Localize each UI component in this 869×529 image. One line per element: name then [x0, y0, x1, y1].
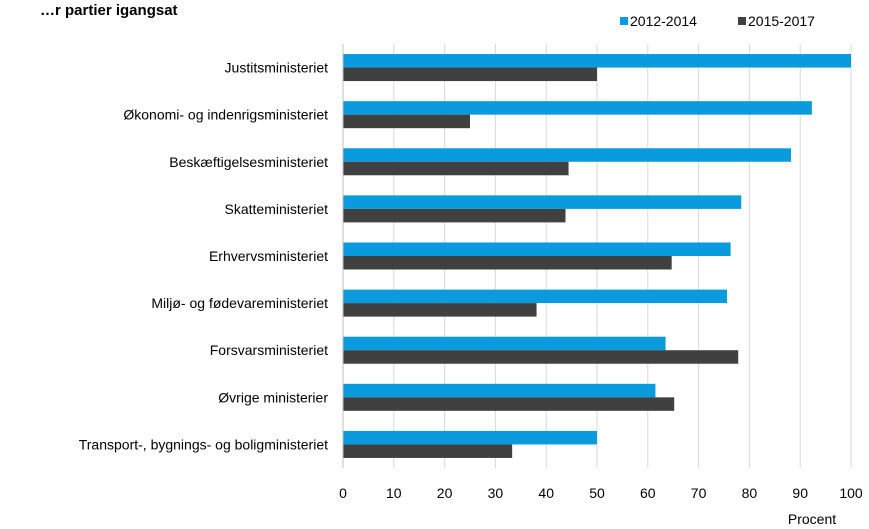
category-label: Beskæftigelsesministeriet: [169, 154, 328, 170]
bar-2012-2014: [343, 54, 851, 68]
category-label: Økonomi- og indenrigsministeriet: [123, 107, 328, 123]
legend: 2012-2014 2015-2017: [620, 13, 815, 29]
x-tick-label: 50: [589, 485, 605, 501]
bar-2015-2017: [343, 161, 569, 176]
x-tick-label: 40: [538, 485, 554, 501]
x-tick-label: 80: [742, 485, 758, 501]
category-labels: Justitsministeriet Økonomi- og indenrigsm…: [79, 60, 329, 453]
bar-2012-2014: [343, 289, 728, 304]
x-tick-label: 70: [691, 485, 707, 501]
bar-2015-2017: [343, 256, 672, 270]
bar-2015-2017: [343, 303, 537, 317]
category-label: Skatteministeriet: [225, 201, 329, 217]
bar-2015-2017: [343, 114, 470, 129]
category-label: Transport-, bygnings- og boligministerie…: [79, 436, 328, 452]
legend-label: 2015-2017: [748, 13, 815, 29]
category-label: Justitsministeriet: [225, 60, 329, 76]
chart-title: …r partier igangsat: [40, 2, 178, 19]
bar-2015-2017: [343, 67, 597, 82]
bar-2015-2017: [343, 350, 739, 364]
x-tick-label: 60: [640, 485, 656, 501]
legend-swatch: [738, 17, 746, 25]
bar-2012-2014: [343, 383, 656, 398]
bar-2012-2014: [343, 101, 812, 115]
bar-2012-2014: [343, 430, 597, 445]
bar-2015-2017: [343, 397, 675, 411]
bar-2012-2014: [343, 195, 742, 209]
bar-2015-2017: [343, 444, 513, 458]
bars: [343, 54, 851, 458]
bar-2015-2017: [343, 208, 566, 223]
x-tick-label: 10: [386, 485, 402, 501]
bar-2012-2014: [343, 242, 731, 256]
legend-label: 2012-2014: [630, 13, 697, 29]
x-tick-label: 0: [339, 485, 347, 501]
x-axis-label: Procent: [788, 511, 836, 527]
x-tick-label: 20: [437, 485, 453, 501]
tick-labels: 0 10 20 30 40 50 60 70 80 90 100: [339, 485, 863, 501]
bar-2012-2014: [343, 336, 666, 351]
category-label: Forsvarsministeriet: [210, 342, 328, 358]
category-label: Øvrige ministerier: [218, 389, 328, 405]
category-label: Erhvervsministeriet: [209, 248, 328, 264]
x-tick-label: 30: [488, 485, 504, 501]
x-tick-label: 90: [792, 485, 808, 501]
bar-2012-2014: [343, 148, 792, 162]
category-label: Miljø- og fødevareministeriet: [151, 295, 328, 311]
legend-swatch: [620, 17, 628, 25]
x-tick-label: 100: [839, 485, 863, 501]
